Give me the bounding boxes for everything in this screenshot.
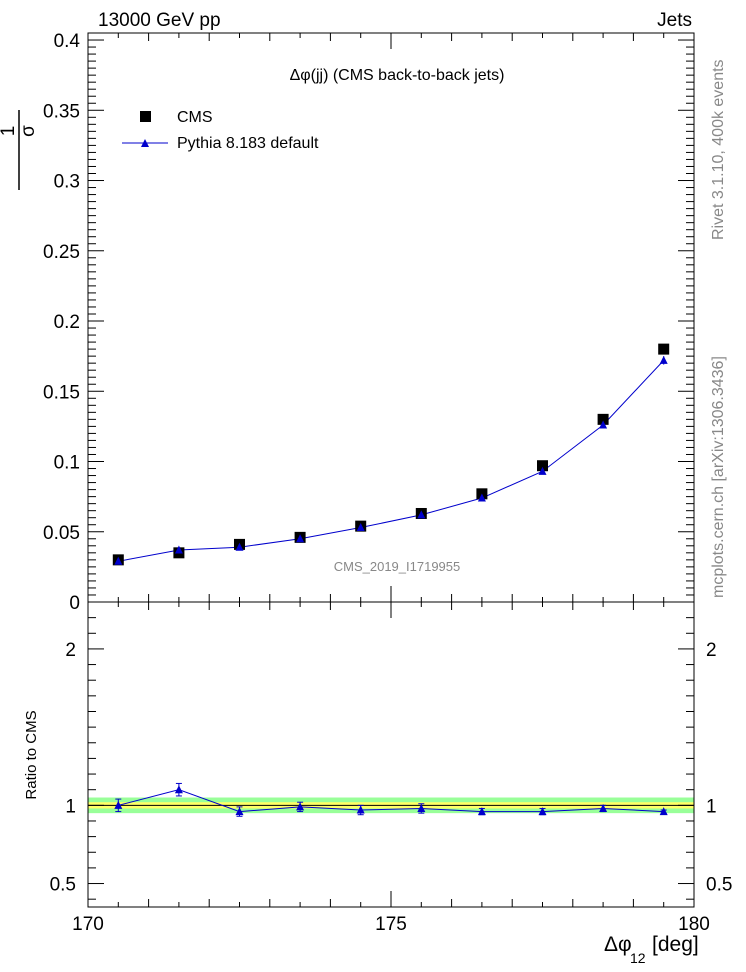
legend-pythia-label: Pythia 8.183 default xyxy=(177,135,319,152)
ratio-axis-ticks xyxy=(87,602,695,907)
pythia-point xyxy=(235,542,244,551)
ratio-y-axis-title: Ratio to CMS xyxy=(23,710,40,799)
ratio-point xyxy=(599,803,608,812)
ratio-point xyxy=(659,807,668,816)
y-tick-label: 0.35 xyxy=(43,101,80,122)
ratio-point xyxy=(114,800,123,809)
ratio-point xyxy=(235,807,244,816)
ratio-y-tick-labels: 0.5 0.5 1 1 2 2 xyxy=(50,640,733,896)
ratio-panel-frame xyxy=(87,601,695,908)
y-tick-label: 0.1 xyxy=(54,453,80,474)
ratio-line xyxy=(118,789,664,813)
y-tick-label: 0.25 xyxy=(43,242,80,263)
legend: CMS Pythia 8.183 default xyxy=(122,109,319,152)
pythia-point xyxy=(659,355,668,364)
pythia-point xyxy=(114,556,123,565)
legend-cms-marker xyxy=(140,111,151,122)
y-tick-label-right: 0.5 xyxy=(706,875,732,896)
x-tick-labels: 170 175 180 xyxy=(72,914,710,935)
xlabel-main: Δφ xyxy=(604,933,632,956)
pythia-line xyxy=(118,360,665,562)
y-tick-label: 0.5 xyxy=(50,875,76,896)
ratio-point xyxy=(174,785,183,794)
cms-point xyxy=(658,343,670,355)
ratio-point xyxy=(296,802,305,811)
pythia-point xyxy=(174,545,183,554)
pythia-point xyxy=(599,420,608,429)
ratio-point xyxy=(477,807,486,816)
main-axis-ticks xyxy=(87,32,695,603)
x-tick-label: 170 xyxy=(72,914,104,935)
cms-point xyxy=(597,413,609,425)
x-tick-label: 180 xyxy=(678,914,710,935)
legend-pythia-marker xyxy=(141,139,149,147)
x-tick-label: 175 xyxy=(375,914,407,935)
cms-point xyxy=(537,460,548,472)
ratio-point xyxy=(417,803,426,812)
main-y-axis-title: 1 σ xyxy=(0,110,39,190)
main-data-layer xyxy=(112,343,670,566)
energy-label: 13000 GeV pp xyxy=(98,10,221,31)
pythia-point xyxy=(356,523,365,532)
y-tick-label-right: 1 xyxy=(706,796,717,817)
y-tick-label: 2 xyxy=(65,640,76,661)
legend-cms-label: CMS xyxy=(177,109,213,126)
ratio-point xyxy=(356,805,365,814)
pythia-point xyxy=(477,493,486,502)
y-tick-label: 0 xyxy=(69,593,80,614)
ratio-data-layer xyxy=(114,782,668,817)
pythia-point xyxy=(296,534,305,543)
xlabel-unit: [deg] xyxy=(652,933,699,956)
main-y-tick-labels: 0 0.05 0.1 0.15 0.2 0.25 0.3 0.35 0.4 xyxy=(43,31,80,614)
chart-title: Δφ(jj) (CMS back-to-back jets) xyxy=(290,67,505,84)
pythia-point xyxy=(417,510,426,519)
pythia-point xyxy=(538,466,547,475)
analysis-tag: CMS_2019_I1719955 xyxy=(334,559,461,574)
rivet-version-label: Rivet 3.1.10, 400k events xyxy=(710,59,727,240)
ylabel-num: 1 xyxy=(0,126,19,137)
y-tick-label: 1 xyxy=(65,796,76,817)
y-tick-label-right: 2 xyxy=(706,640,717,661)
y-tick-label: 0.4 xyxy=(54,31,81,52)
y-tick-label: 0.15 xyxy=(43,382,80,403)
process-label: Jets xyxy=(657,10,692,31)
y-tick-label: 0.05 xyxy=(43,523,80,544)
ylabel-den: σ xyxy=(18,125,39,137)
x-axis-title: Δφ 12 [deg] xyxy=(604,933,699,966)
xlabel-sub: 12 xyxy=(630,950,646,966)
ratio-point xyxy=(538,807,547,816)
mcplots-label: mcplots.cern.ch [arXiv:1306.3436] xyxy=(710,356,727,598)
y-tick-label: 0.3 xyxy=(54,172,80,193)
y-tick-label: 0.2 xyxy=(54,312,80,333)
